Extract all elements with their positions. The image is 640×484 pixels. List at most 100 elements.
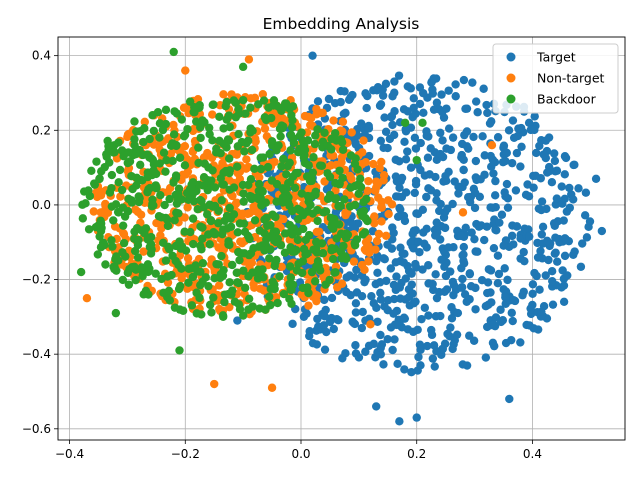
data-point [325, 172, 335, 182]
data-point [341, 252, 350, 261]
y-tick-label: −0.2 [22, 273, 51, 287]
data-point [409, 103, 418, 113]
data-point [541, 153, 551, 163]
data-point [438, 136, 447, 145]
data-point [471, 305, 480, 314]
data-point [165, 244, 174, 254]
data-point [303, 191, 313, 201]
data-point [531, 171, 540, 181]
data-point [388, 223, 397, 232]
data-point [524, 118, 534, 127]
data-point [338, 354, 347, 363]
data-point [184, 278, 193, 287]
data-point [373, 317, 382, 326]
data-point [360, 277, 369, 287]
data-point [231, 113, 241, 122]
y-tick-label: −0.6 [22, 422, 51, 436]
data-point [376, 295, 386, 304]
data-point [374, 229, 384, 239]
data-point [460, 178, 469, 187]
data-point [194, 158, 203, 168]
data-point [130, 135, 139, 144]
data-point [101, 199, 110, 209]
data-point [456, 283, 466, 292]
data-point [278, 184, 287, 193]
data-point [320, 312, 329, 321]
data-point [101, 260, 110, 269]
data-point [96, 208, 105, 217]
data-point [100, 162, 109, 172]
data-point [238, 95, 248, 105]
data-point [174, 284, 184, 294]
data-point [174, 189, 183, 199]
data-point [175, 346, 184, 355]
data-point [229, 210, 239, 219]
data-point [245, 234, 254, 244]
data-point [209, 100, 218, 109]
data-point [288, 319, 297, 329]
legend-label: Non-target [537, 71, 605, 86]
data-point [335, 179, 344, 188]
data-point [250, 216, 260, 225]
data-point [467, 228, 476, 237]
plot-frame [57, 36, 626, 441]
data-point [304, 112, 313, 122]
data-point [313, 216, 322, 226]
data-point [314, 322, 323, 331]
data-point [412, 413, 421, 422]
data-point [347, 218, 356, 228]
data-point [134, 192, 143, 201]
data-point [127, 198, 137, 207]
data-point [344, 95, 354, 105]
data-point [84, 186, 93, 195]
data-point [329, 151, 338, 160]
data-point [293, 168, 302, 178]
data-point [306, 200, 315, 210]
data-point [273, 298, 282, 308]
data-point [293, 215, 303, 224]
data-point [512, 148, 522, 158]
data-point [304, 161, 313, 170]
data-point [334, 201, 343, 211]
data-point [525, 232, 534, 241]
data-point [152, 184, 161, 193]
data-point [320, 295, 329, 305]
data-point [277, 262, 286, 272]
data-point [183, 203, 192, 212]
data-point [299, 312, 309, 321]
data-point [347, 128, 356, 137]
data-point [214, 218, 223, 228]
data-point [301, 235, 311, 245]
data-point [462, 127, 472, 136]
data-point [311, 237, 321, 247]
data-point [95, 174, 104, 184]
data-point [470, 234, 479, 244]
data-point [493, 251, 503, 260]
data-point [139, 290, 148, 299]
data-point [393, 359, 402, 369]
data-point [268, 277, 277, 286]
data-point [444, 243, 453, 252]
data-point [411, 176, 421, 186]
data-point [164, 286, 174, 296]
data-point [403, 147, 412, 156]
data-point [511, 186, 521, 195]
data-point [505, 394, 514, 404]
data-point [379, 254, 388, 263]
data-point [210, 183, 220, 192]
data-point [442, 176, 451, 186]
data-point [180, 213, 189, 222]
legend-marker [506, 94, 516, 104]
data-point [537, 307, 546, 316]
data-point [411, 297, 420, 306]
data-point [444, 124, 454, 133]
data-point [206, 216, 216, 225]
data-point [225, 154, 234, 163]
data-point [535, 285, 544, 294]
data-point [169, 47, 178, 57]
data-point [330, 268, 339, 277]
data-point [346, 151, 356, 160]
data-point [559, 216, 568, 225]
data-point [116, 192, 125, 201]
